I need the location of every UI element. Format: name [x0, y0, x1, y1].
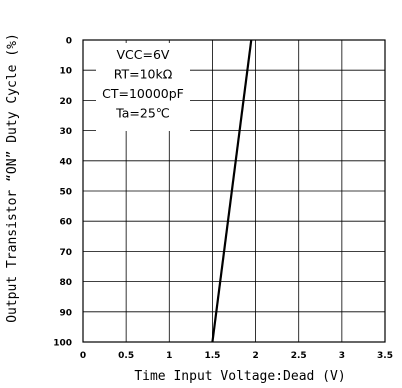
condition-label-3: Ta=25℃ — [115, 106, 170, 121]
x-tick-label: 2 — [252, 351, 258, 361]
y-tick-label: 80 — [59, 278, 72, 288]
y-tick-labels: 0 10 20 30 40 50 60 70 80 90 100 — [53, 37, 72, 349]
x-tick-label: 1 — [166, 351, 172, 361]
condition-label-2: CT=10000pF — [102, 86, 184, 101]
y-tick-label: 90 — [59, 308, 72, 318]
y-tick-label: 0 — [66, 37, 72, 47]
series-line-0 — [211, 39, 253, 343]
y-tick-label: 30 — [59, 127, 72, 137]
y-tick-label: 100 — [53, 339, 72, 349]
conditions-box — [96, 43, 190, 131]
y-tick-label: 10 — [59, 67, 72, 77]
conditions-text: VCC=6V RT=10kΩ CT=10000pF Ta=25℃ — [102, 47, 184, 121]
x-tick-label: 2.5 — [291, 351, 307, 361]
x-axis-title: Time Input Voltage:Dead (V) — [134, 369, 345, 384]
condition-label-0: VCC=6V — [117, 47, 170, 62]
y-tick-label: 50 — [59, 188, 72, 198]
x-tick-label: 1.5 — [204, 351, 220, 361]
x-tick-label: 3.5 — [377, 351, 393, 361]
y-axis-title: Output Transistor “ON” Duty Cycle (%) — [5, 33, 20, 323]
x-tick-label: 3 — [339, 351, 345, 361]
x-tick-label: 0.5 — [118, 351, 134, 361]
y-tick-label: 20 — [59, 97, 72, 107]
plot-frame — [82, 39, 386, 343]
series-layer — [211, 39, 253, 343]
condition-label-1: RT=10kΩ — [114, 67, 173, 82]
y-tick-label: 40 — [59, 157, 72, 167]
x-tick-labels: 0 0.5 1 1.5 2 2.5 3 3.5 — [80, 351, 393, 361]
y-tick-label: 60 — [59, 218, 72, 228]
x-tick-label: 0 — [80, 351, 86, 361]
y-tick-label: 70 — [59, 248, 72, 258]
